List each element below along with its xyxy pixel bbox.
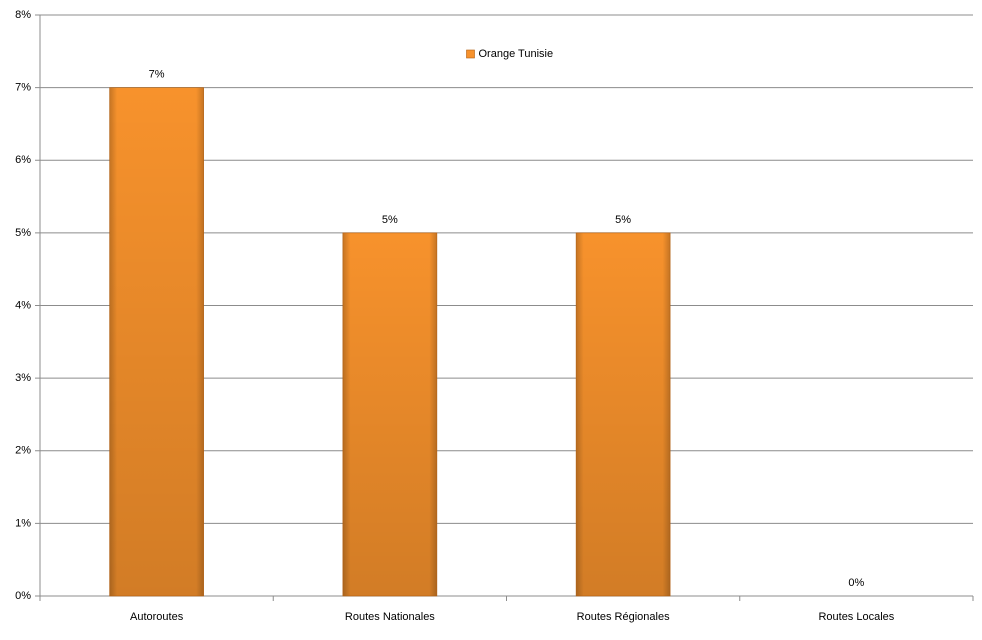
y-tick-label: 0% bbox=[15, 590, 31, 602]
y-tick-label: 8% bbox=[15, 9, 31, 21]
bar-edge bbox=[109, 87, 204, 597]
bar-edge bbox=[575, 232, 671, 597]
data-label: 5% bbox=[615, 214, 631, 226]
bar-edge bbox=[342, 232, 438, 597]
x-tick-label: Routes Locales bbox=[818, 611, 894, 623]
data-label: 0% bbox=[848, 577, 864, 589]
legend-label: Orange Tunisie bbox=[479, 48, 554, 60]
data-label: 5% bbox=[382, 214, 398, 226]
data-label: 7% bbox=[149, 69, 165, 81]
y-tick-label: 5% bbox=[15, 227, 31, 239]
y-tick-label: 7% bbox=[15, 82, 31, 94]
y-tick-label: 2% bbox=[15, 445, 31, 457]
legend-swatch bbox=[466, 49, 475, 59]
x-tick-label: Autoroutes bbox=[130, 611, 184, 623]
y-tick-label: 1% bbox=[15, 517, 31, 529]
y-tick-label: 3% bbox=[15, 372, 31, 384]
y-tick-label: 6% bbox=[15, 154, 31, 166]
x-tick-label: Routes Nationales bbox=[345, 611, 435, 623]
x-tick-label: Routes Régionales bbox=[577, 611, 670, 623]
y-tick-label: 4% bbox=[15, 299, 31, 311]
